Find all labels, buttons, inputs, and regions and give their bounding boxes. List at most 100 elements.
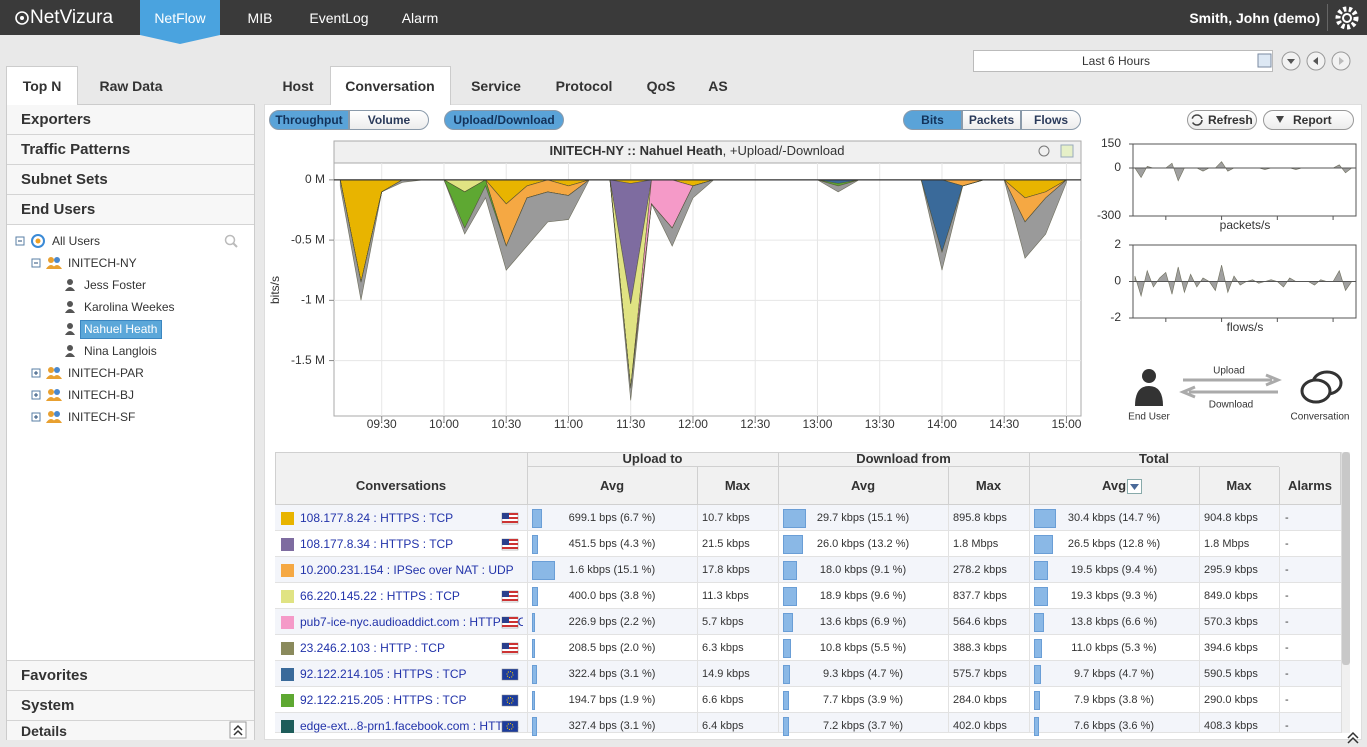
tree-node[interactable]: Nina Langlois — [84, 344, 157, 358]
column-cell[interactable] — [1199, 467, 1279, 505]
cell-border — [1199, 505, 1200, 531]
column-header[interactable]: Max — [1226, 478, 1252, 493]
percent-bar — [1034, 665, 1042, 684]
column-header[interactable]: Max — [724, 478, 751, 493]
column-header[interactable]: Conversations — [355, 478, 447, 493]
column-cell[interactable] — [275, 467, 527, 505]
column-header[interactable]: Avg — [1101, 478, 1127, 493]
section-header[interactable] — [7, 135, 254, 165]
section-header[interactable] — [7, 165, 254, 195]
sidebar-tab[interactable]: Top N — [22, 78, 62, 94]
conversation-link[interactable]: 108.177.8.34 : HTTPS : TCP — [300, 537, 454, 551]
group-cell — [527, 452, 778, 467]
tree-node[interactable]: Nahuel Heath — [84, 322, 158, 336]
cell-border — [697, 661, 698, 687]
button[interactable] — [1187, 110, 1257, 130]
section-header[interactable] — [7, 195, 254, 225]
button-label[interactable]: Report — [1293, 113, 1332, 127]
scrollbar-thumb[interactable] — [1342, 452, 1350, 665]
section-header[interactable] — [7, 105, 254, 135]
button-label[interactable]: Refresh — [1208, 113, 1253, 127]
button[interactable] — [269, 110, 349, 130]
button-label[interactable]: Packets — [968, 113, 1015, 127]
tree-node[interactable]: Jess Foster — [84, 278, 147, 292]
button-label[interactable]: Volume — [367, 113, 411, 127]
section-title[interactable]: System — [21, 697, 75, 714]
column-cell[interactable] — [948, 467, 1029, 505]
nav-item[interactable]: NetFlow — [154, 10, 206, 26]
avg-cell: 1.6 kbps (15.1 %) — [568, 564, 656, 576]
cell-border — [948, 583, 949, 609]
tree-node[interactable]: INITECH-BJ — [68, 388, 134, 402]
button[interactable] — [1263, 110, 1354, 130]
conversation-link[interactable]: 66.220.145.22 : HTTPS : TCP — [300, 589, 460, 603]
column-cell[interactable] — [527, 467, 697, 505]
conversation-link[interactable]: 23.246.2.103 : HTTP : TCP — [300, 641, 445, 655]
conversation-link[interactable]: 92.122.214.105 : HTTPS : TCP — [300, 667, 467, 681]
button[interactable] — [349, 110, 429, 130]
column-cell[interactable] — [1279, 467, 1341, 505]
main-tab[interactable]: Protocol — [555, 78, 613, 94]
section-title[interactable]: Traffic Patterns — [21, 141, 131, 158]
main-tab[interactable]: QoS — [646, 78, 676, 94]
conversation-link[interactable]: edge-ext...8-prn1.facebook.com : HTTPS :… — [300, 719, 523, 733]
percent-bar — [532, 587, 538, 606]
avg-cell: 29.7 kbps (15.1 %) — [816, 512, 910, 524]
cell-border — [1279, 583, 1280, 609]
max-cell: 408.3 kbps — [1204, 720, 1258, 732]
column-cell[interactable] — [778, 467, 948, 505]
column-header[interactable]: Max — [975, 478, 1002, 493]
percent-bar — [532, 717, 537, 736]
section-title[interactable]: Exporters — [21, 111, 92, 128]
section-header[interactable] — [7, 720, 254, 740]
button[interactable] — [444, 110, 564, 130]
button-label[interactable]: Throughput — [275, 113, 343, 127]
main-tab[interactable]: Host — [282, 78, 314, 94]
column-cell[interactable] — [1029, 467, 1199, 505]
conversation-link[interactable]: 108.177.8.24 : HTTPS : TCP — [300, 511, 454, 525]
tree-node[interactable]: INITECH-NY — [68, 256, 137, 270]
nav-item[interactable]: EventLog — [309, 10, 369, 26]
tree-node[interactable]: INITECH-PAR — [68, 366, 144, 380]
button[interactable] — [962, 110, 1021, 130]
nav-item[interactable]: Alarm — [401, 10, 439, 26]
time-range-box[interactable] — [973, 50, 1273, 72]
max-cell: 290.0 kbps — [1204, 694, 1258, 706]
conversation-link[interactable]: 10.200.231.154 : IPSec over NAT : UDP — [300, 563, 514, 577]
section-title[interactable]: Favorites — [21, 667, 88, 684]
group-cell — [1029, 452, 1279, 467]
column-cell[interactable] — [697, 467, 778, 505]
column-header[interactable]: Avg — [850, 478, 876, 493]
main-tab[interactable]: AS — [708, 78, 728, 94]
section-title[interactable]: Details — [21, 723, 67, 739]
cell-border — [1199, 635, 1200, 661]
button[interactable] — [1021, 110, 1081, 130]
user-name[interactable]: Smith, John (demo) — [1189, 10, 1320, 26]
column-header[interactable]: Avg — [599, 478, 625, 493]
tree-node[interactable]: All Users — [52, 234, 101, 248]
nav-item[interactable]: MIB — [247, 10, 273, 26]
conversation-link[interactable]: pub7-ice-nyc.audioaddict.com : HTTP : TC… — [300, 615, 523, 629]
button-label[interactable]: Flows — [1033, 113, 1068, 127]
tab-active-bg — [6, 66, 78, 105]
sidebar-tab[interactable]: Raw Data — [99, 78, 163, 94]
top-bar — [0, 0, 1367, 35]
conversation-link[interactable]: 92.122.215.205 : HTTPS : TCP — [300, 693, 467, 707]
button-label[interactable]: Upload/Download — [453, 113, 555, 127]
button-label[interactable]: Bits — [921, 113, 944, 127]
tree-node[interactable]: Karolina Weekes — [84, 300, 175, 314]
avg-cell: 7.6 kbps (3.6 %) — [1073, 720, 1155, 732]
section-header[interactable] — [7, 660, 254, 690]
column-header[interactable]: Alarms — [1287, 478, 1333, 493]
section-header[interactable] — [7, 690, 254, 720]
section-title[interactable]: End Users — [21, 201, 96, 218]
main-tab[interactable]: Conversation — [345, 78, 435, 94]
section-title[interactable]: Subnet Sets — [21, 171, 108, 188]
tree-node[interactable]: INITECH-SF — [68, 410, 136, 424]
max-cell: 904.8 kbps — [1204, 512, 1258, 524]
button[interactable] — [903, 110, 962, 130]
main-tab[interactable]: Service — [471, 78, 521, 94]
max-cell: 575.7 kbps — [953, 668, 1007, 680]
sort-icon[interactable] — [1127, 479, 1142, 494]
percent-bar — [783, 535, 803, 554]
